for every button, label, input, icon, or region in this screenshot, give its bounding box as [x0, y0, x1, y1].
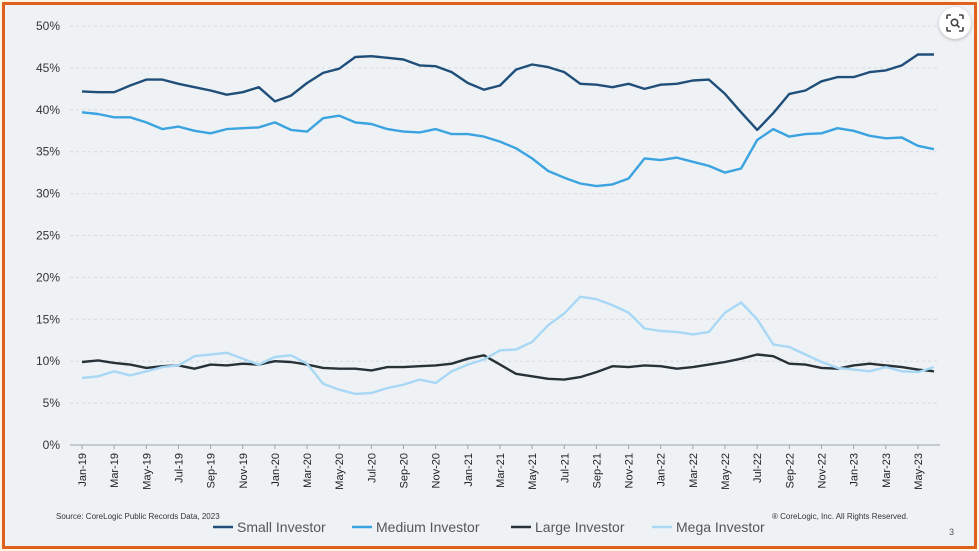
x-tick-label: Jul-20	[366, 453, 378, 483]
y-tick-label: 15%	[36, 312, 60, 326]
x-tick-label: Mar-23	[881, 453, 893, 488]
x-axis-ticks: Jan-19 Mar-19 May-19 Jul-19 Sep-19 Nov-19 Jan-…	[77, 445, 925, 490]
x-tick-label: Nov-21	[624, 453, 636, 488]
x-tick-label: May-19	[141, 453, 153, 490]
y-tick-label: 30%	[36, 187, 60, 201]
series-lines	[81, 53, 935, 396]
y-tick-label: 50%	[36, 19, 60, 33]
y-tick-label: 45%	[36, 61, 60, 75]
y-tick-label: 40%	[36, 103, 60, 117]
x-tick-label: May-22	[720, 453, 732, 490]
y-tick-label: 10%	[36, 354, 60, 368]
x-tick-label: Mar-21	[495, 453, 507, 488]
x-tick-label: Jan-23	[849, 453, 861, 487]
legend-label: Medium Investor	[376, 519, 480, 535]
x-tick-label: Nov-19	[238, 453, 250, 488]
x-tick-label: Nov-20	[431, 453, 443, 488]
y-tick-label: 0%	[43, 438, 61, 452]
image-search-button[interactable]	[939, 7, 971, 39]
x-tick-label: Mar-19	[109, 453, 121, 488]
y-tick-label: 5%	[43, 396, 61, 410]
series-line-mega-investor	[81, 295, 935, 396]
copyright-note: ® CoreLogic, Inc. All Rights Reserved.	[772, 512, 909, 521]
y-axis-ticks: 0% 5% 10% 15% 20% 25% 30% 35% 40% 45% 50%	[36, 19, 60, 452]
x-tick-label: May-23	[913, 453, 925, 490]
y-tick-label: 20%	[36, 270, 60, 284]
y-tick-label: 25%	[36, 229, 60, 243]
x-tick-label: Jan-21	[463, 453, 475, 487]
x-tick-label: Jan-22	[656, 453, 668, 487]
x-tick-label: May-20	[334, 453, 346, 490]
legend-label: Large Investor	[535, 519, 625, 535]
legend-label: Mega Investor	[676, 519, 765, 535]
legend: Small Investor Medium Investor Large Inves…	[213, 519, 765, 535]
image-search-icon	[946, 14, 964, 32]
series-line-medium-investor	[81, 111, 935, 188]
x-tick-label: Jan-19	[77, 453, 89, 487]
x-tick-label: Jul-21	[559, 453, 571, 483]
source-note: Source: CoreLogic Public Records Data, 2…	[56, 512, 220, 521]
grid-lines	[70, 25, 940, 446]
x-tick-label: Mar-20	[302, 453, 314, 488]
x-tick-label: Jul-19	[173, 453, 185, 483]
page-number: 3	[949, 527, 955, 537]
x-tick-label: Nov-22	[816, 453, 828, 488]
series-line-small-investor	[81, 53, 934, 132]
x-tick-label: Jul-22	[752, 453, 764, 483]
x-tick-label: Sep-21	[591, 453, 603, 488]
y-tick-label: 35%	[36, 145, 60, 159]
x-tick-label: Jan-20	[270, 453, 282, 487]
x-tick-label: May-21	[527, 453, 539, 490]
legend-label: Small Investor	[237, 519, 326, 535]
x-tick-label: Sep-20	[399, 453, 411, 488]
x-tick-label: Sep-19	[206, 453, 218, 488]
x-tick-label: Sep-22	[784, 453, 796, 488]
x-tick-label: Mar-22	[688, 453, 700, 488]
series-line-large-investor	[81, 353, 935, 381]
